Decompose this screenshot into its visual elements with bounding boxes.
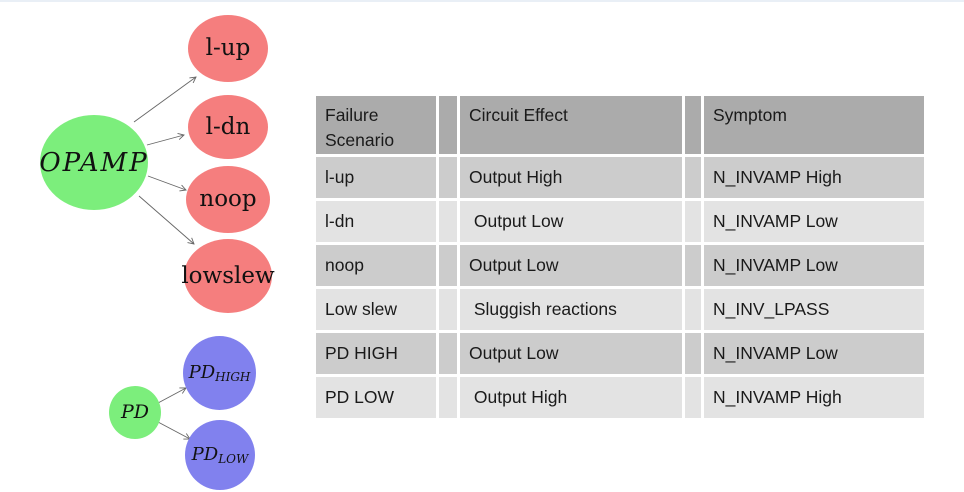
cell-spacer (685, 157, 701, 198)
node-noop: noop (186, 166, 270, 233)
node-pd-high-label: PDHIGH (188, 361, 251, 384)
node-pd-low: PDLOW (185, 420, 255, 490)
failure-scenario-table: Failure Scenario Circuit Effect Symptom … (316, 96, 924, 418)
node-l-up-label: l-up (205, 35, 251, 61)
header-spacer-2 (685, 96, 701, 154)
node-l-up: l-up (188, 15, 268, 82)
cell-symptom: N_INVAMP Low (704, 245, 924, 286)
cell-spacer (439, 333, 457, 374)
cell-spacer (439, 157, 457, 198)
cell-effect: Output Low (460, 245, 682, 286)
cell-symptom: N_INVAMP Low (704, 333, 924, 374)
cell-spacer (439, 245, 457, 286)
top-accent-line (0, 0, 964, 2)
cell-effect: Output High (460, 377, 682, 418)
cell-spacer (685, 333, 701, 374)
cell-effect: Output Low (460, 333, 682, 374)
header-circuit-effect: Circuit Effect (460, 96, 682, 154)
node-l-dn: l-dn (188, 95, 268, 159)
header-failure-scenario: Failure Scenario (316, 96, 436, 154)
cell-spacer (685, 377, 701, 418)
cell-spacer (685, 289, 701, 330)
cell-scenario: noop (316, 245, 436, 286)
node-opamp: OPAMP (39, 115, 149, 210)
node-lowslew-label: lowslew (181, 262, 275, 289)
node-pd: PD (109, 386, 161, 439)
cell-effect: Sluggish reactions (460, 289, 682, 330)
node-pd-high: PDHIGH (183, 336, 256, 410)
cell-symptom: N_INVAMP Low (704, 201, 924, 242)
cell-effect: Output High (460, 157, 682, 198)
cell-scenario: l-dn (316, 201, 436, 242)
cell-scenario: PD LOW (316, 377, 436, 418)
arrow-opamp-ldn (146, 135, 184, 146)
cell-spacer (439, 289, 457, 330)
cell-spacer (685, 245, 701, 286)
node-opamp-label: OPAMP (39, 147, 149, 178)
cell-spacer (685, 201, 701, 242)
header-spacer-1 (439, 96, 457, 154)
cell-spacer (439, 201, 457, 242)
arrow-pd-pdhigh (157, 388, 186, 404)
arrow-opamp-noop (147, 175, 186, 190)
header-symptom: Symptom (704, 96, 924, 154)
cell-scenario: PD HIGH (316, 333, 436, 374)
cell-scenario: l-up (316, 157, 436, 198)
cell-symptom: N_INVAMP High (704, 377, 924, 418)
cell-symptom: N_INV_LPASS (704, 289, 924, 330)
node-lowslew: lowslew (181, 239, 275, 313)
cell-spacer (439, 377, 457, 418)
cell-scenario: Low slew (316, 289, 436, 330)
arrow-opamp-lup (133, 77, 196, 123)
node-l-dn-label: l-dn (205, 113, 251, 140)
node-noop-label: noop (199, 186, 257, 212)
arrow-pd-pdlow (157, 421, 190, 439)
node-pd-low-label: PDLOW (191, 443, 249, 466)
cell-symptom: N_INVAMP High (704, 157, 924, 198)
cell-effect: Output Low (460, 201, 682, 242)
node-pd-label: PD (120, 401, 150, 423)
